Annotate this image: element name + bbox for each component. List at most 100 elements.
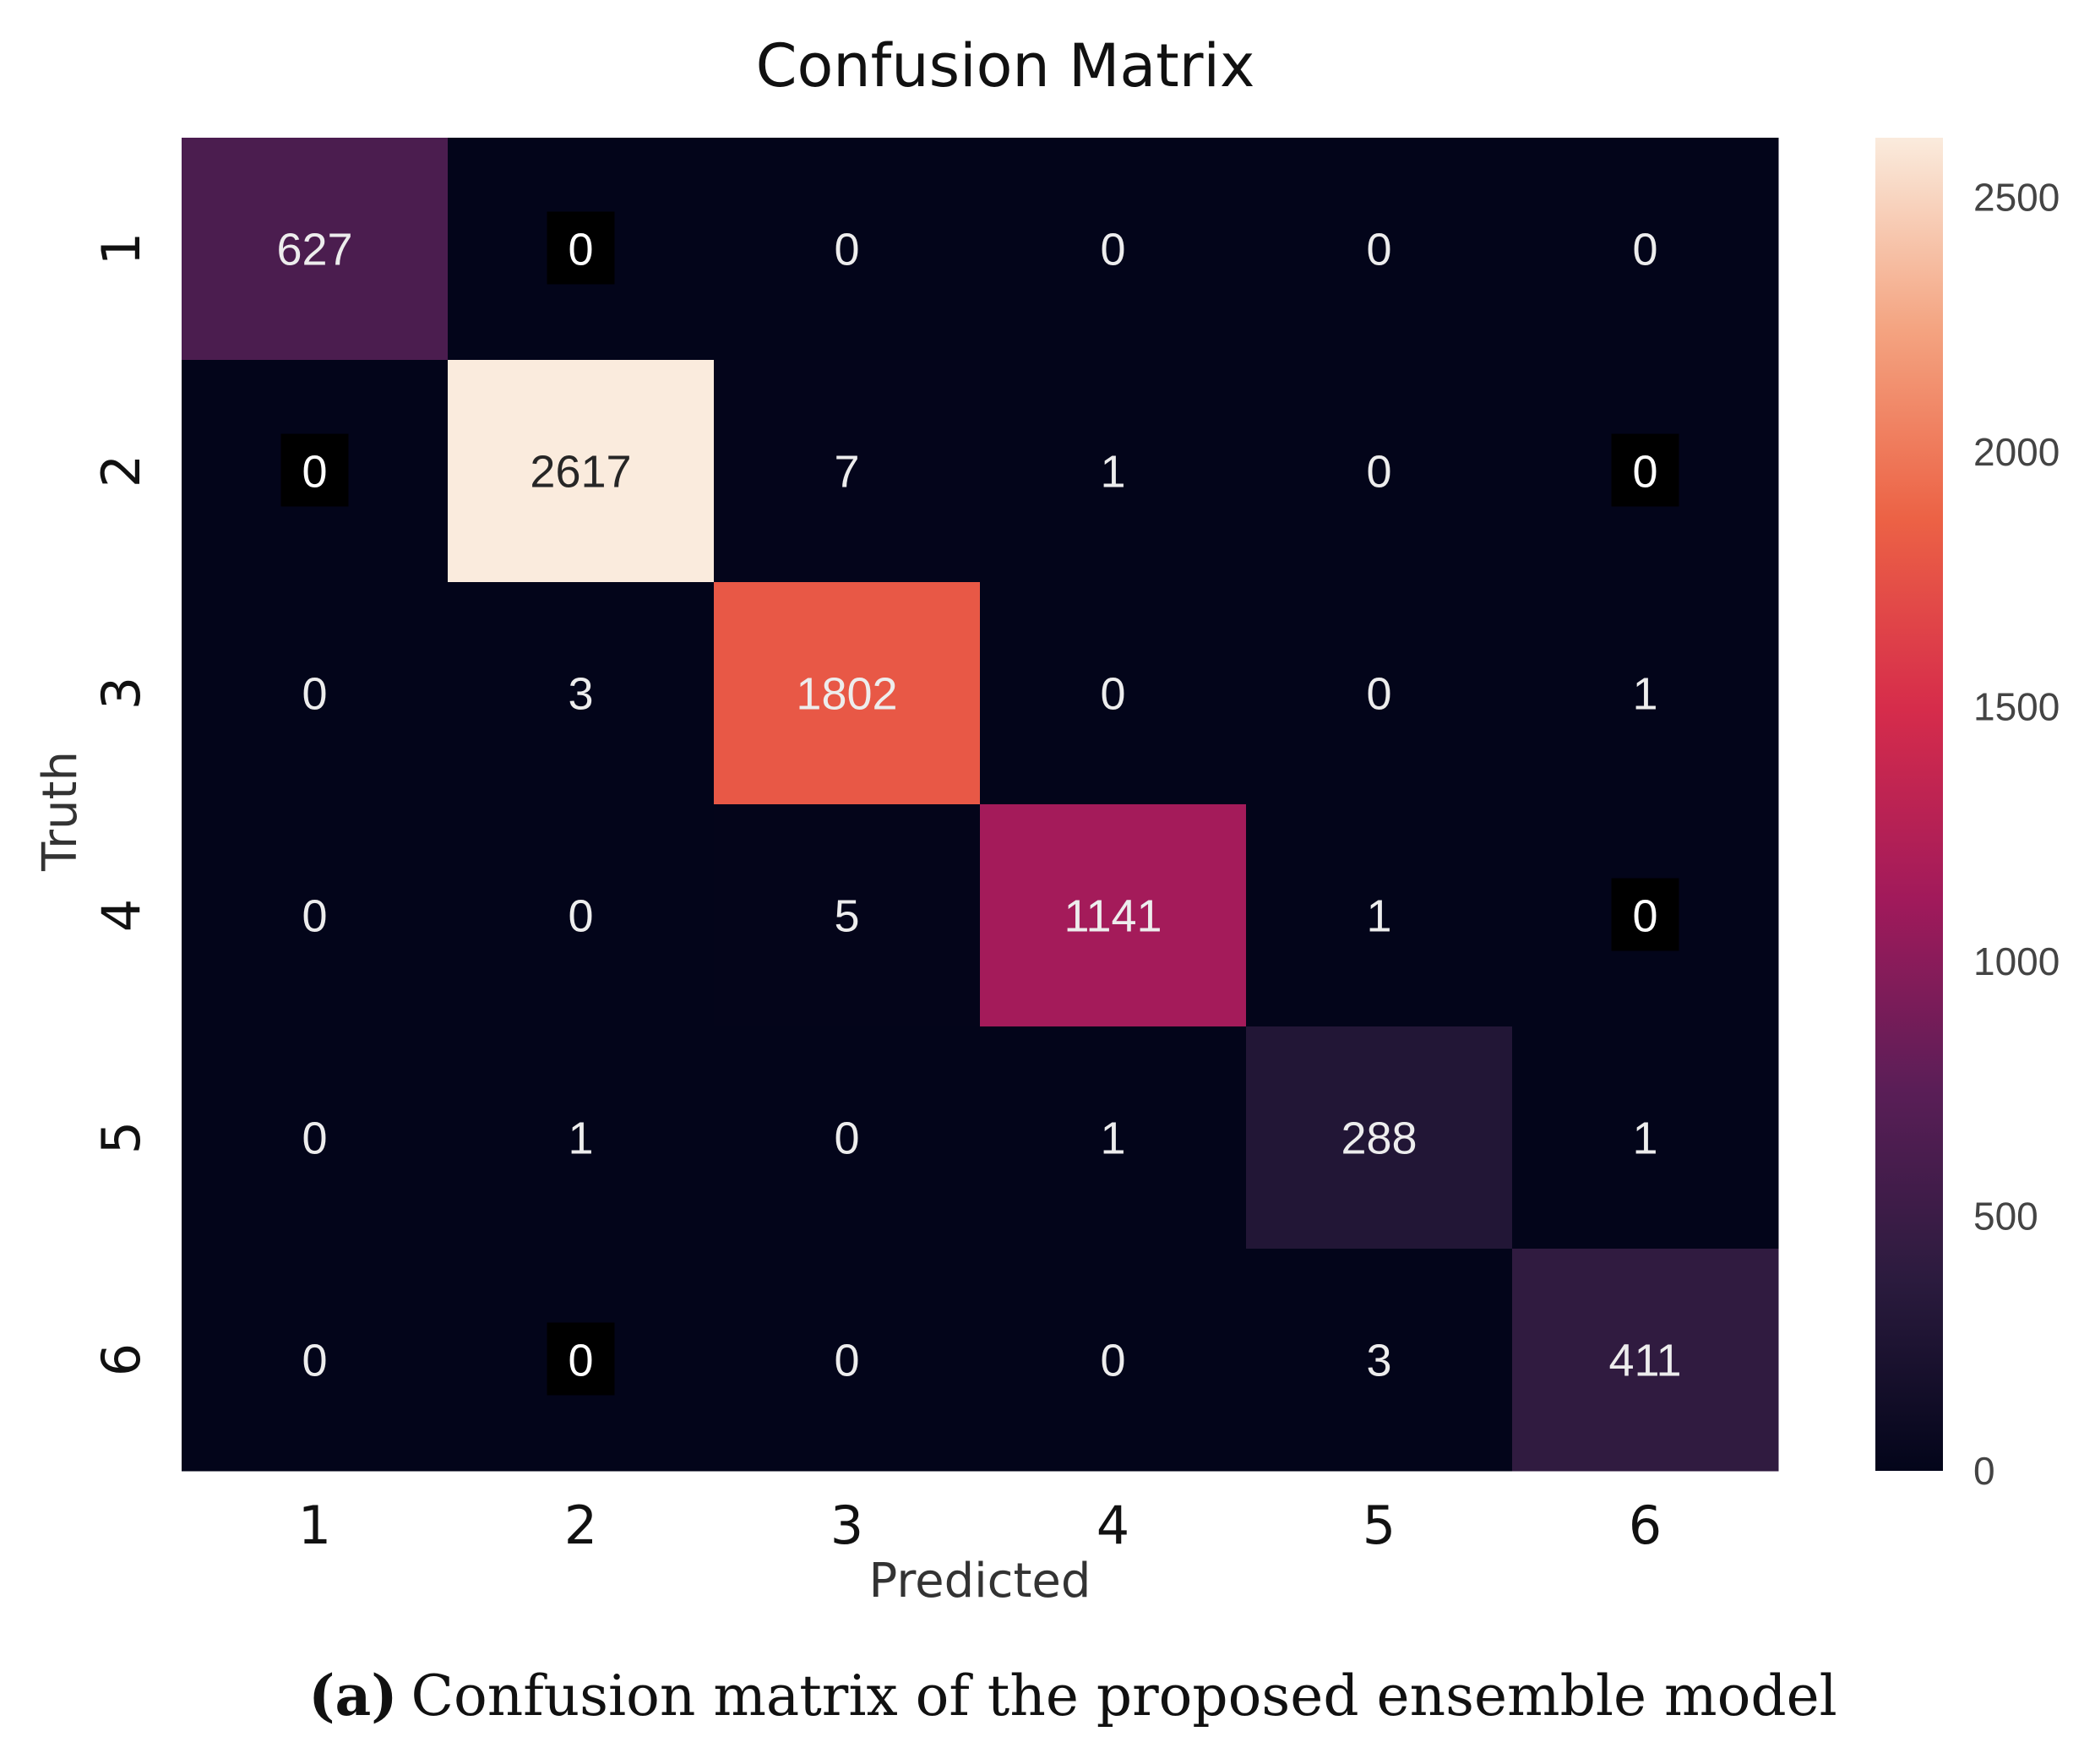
cell-value-label: 3: [568, 669, 593, 720]
heatmap-cell: [1246, 1026, 1513, 1250]
heatmap-cell: [448, 804, 715, 1027]
heatmap-cell: [1246, 360, 1513, 583]
cell-value-label: 1: [1366, 891, 1391, 942]
caption: (a) Confusion matrix of the proposed ense…: [308, 1663, 1837, 1729]
y-tick-labels: 1 2 3 4 5 6: [90, 232, 152, 1376]
cell-value-label: 0: [568, 891, 593, 942]
cell-value-label: 1: [1632, 1113, 1657, 1164]
chart-title: Confusion Matrix: [756, 31, 1255, 101]
colorbar-tick-label: 2000: [1973, 430, 2060, 474]
x-tick-labels: 1 2 3 4 5 6: [298, 1494, 1662, 1556]
cell-value-label: 5: [834, 891, 859, 942]
colorbar-tick-label: 1000: [1973, 939, 2060, 983]
heatmap-cell: [980, 582, 1247, 805]
heatmap-cells: 627 0 0 0 0 00 2617 7 1 0 00 3 1802 0 0 10 0 5 1141 1 00 1 0 1 2…: [182, 138, 1779, 1472]
cell-value-label: 0: [834, 1113, 859, 1164]
x-axis-label: Predicted: [869, 1554, 1091, 1609]
x-tick-label: 4: [1096, 1494, 1129, 1556]
colorbar-tick-label: 500: [1973, 1195, 2038, 1239]
cell-value-label: 0: [1366, 225, 1391, 275]
cell-value-label: 0: [568, 225, 593, 275]
cell-value-label: 1: [1100, 1113, 1125, 1164]
heatmap-cell: [980, 1249, 1247, 1472]
y-tick-label: 2: [90, 455, 152, 487]
heatmap-cell: [980, 138, 1247, 361]
y-tick-label: 6: [90, 1343, 152, 1376]
heatmap-cell: [448, 360, 715, 583]
heatmap-cell: [182, 1249, 449, 1472]
cell-value-label: 0: [1100, 669, 1125, 720]
y-tick-label: 3: [90, 677, 152, 710]
cell-value-label: 0: [302, 1113, 327, 1164]
heatmap-cell: [714, 360, 981, 583]
x-tick-label: 1: [298, 1494, 331, 1556]
y-tick-label: 5: [90, 1121, 152, 1154]
colorbar-tick-label: 1500: [1973, 685, 2060, 729]
y-axis-label: Truth: [33, 751, 88, 872]
heatmap-cell: [1246, 1249, 1513, 1472]
cell-value-label: 0: [568, 1336, 593, 1386]
cell-value-label: 2617: [530, 447, 631, 498]
colorbar: 0 500 1000 1500 2000 2500: [1875, 138, 2060, 1493]
cell-value-label: 0: [834, 1336, 859, 1386]
cell-value-label: 7: [834, 447, 859, 498]
cell-value-label: 1: [1632, 669, 1657, 720]
x-tick-label: 5: [1363, 1494, 1396, 1556]
cell-value-highlight: [547, 211, 615, 285]
cell-value-label: 1141: [1064, 891, 1162, 942]
heatmap-cell: [1512, 1026, 1779, 1250]
cell-value-label: 411: [1608, 1336, 1681, 1386]
caption-label: (a): [308, 1663, 397, 1729]
heatmap-cell: [1512, 1249, 1779, 1472]
heatmap-cell: [714, 804, 981, 1027]
cell-value-label: 0: [1100, 1336, 1125, 1386]
cell-value-label: 1802: [796, 669, 897, 720]
heatmap-cell: [980, 1026, 1247, 1250]
cell-value-label: 1: [1100, 447, 1125, 498]
heatmap-cell: [1512, 138, 1779, 361]
heatmap-cell: [714, 1249, 981, 1472]
heatmap-cell: [182, 804, 449, 1027]
heatmap-cell: [182, 1026, 449, 1250]
cell-value-label: 0: [1366, 669, 1391, 720]
heatmap-cell: [1246, 138, 1513, 361]
colorbar-tick-label: 0: [1973, 1449, 1995, 1493]
heatmap-cell: [182, 582, 449, 805]
y-tick-label: 1: [90, 232, 152, 265]
heatmap-cell: [980, 360, 1247, 583]
cell-value-highlight: [547, 1322, 615, 1396]
caption-text: Confusion matrix of the proposed ensembl…: [411, 1663, 1837, 1729]
heatmap-cell: [1246, 804, 1513, 1027]
heatmap-cell: [448, 1026, 715, 1250]
x-tick-label: 6: [1629, 1494, 1662, 1556]
heatmap-cell: [182, 138, 449, 361]
cell-value-label: 1: [568, 1113, 593, 1164]
cell-value-label: 288: [1341, 1113, 1417, 1164]
heatmap-cell: [714, 582, 981, 805]
cell-value-label: 0: [1632, 447, 1657, 498]
cell-value-label: 0: [1632, 225, 1657, 275]
cell-value-label: 0: [302, 1336, 327, 1386]
cell-value-highlight: [280, 433, 349, 507]
x-tick-label: 2: [564, 1494, 597, 1556]
cell-value-label: 0: [302, 891, 327, 942]
heatmap-cell: [714, 138, 981, 361]
heatmap-cell: [714, 1026, 981, 1250]
cell-value-label: 3: [1366, 1336, 1391, 1386]
heatmap-cell: [980, 804, 1247, 1027]
colorbar-gradient: [1875, 138, 1943, 1471]
colorbar-tick-label: 2500: [1973, 176, 2060, 220]
heatmap-cell: [1246, 582, 1513, 805]
cell-value-label: 0: [302, 669, 327, 720]
heatmap-cell: [1512, 582, 1779, 805]
y-tick-label: 4: [90, 899, 152, 932]
cell-value-label: 0: [1100, 225, 1125, 275]
cell-value-label: 0: [834, 225, 859, 275]
cell-value-label: 627: [276, 225, 352, 275]
cell-value-label: 0: [1632, 891, 1657, 942]
cell-value-label: 0: [302, 447, 327, 498]
heatmap-cell: [448, 582, 715, 805]
cell-value-highlight: [1611, 433, 1679, 507]
cell-value-highlight: [1611, 878, 1679, 951]
